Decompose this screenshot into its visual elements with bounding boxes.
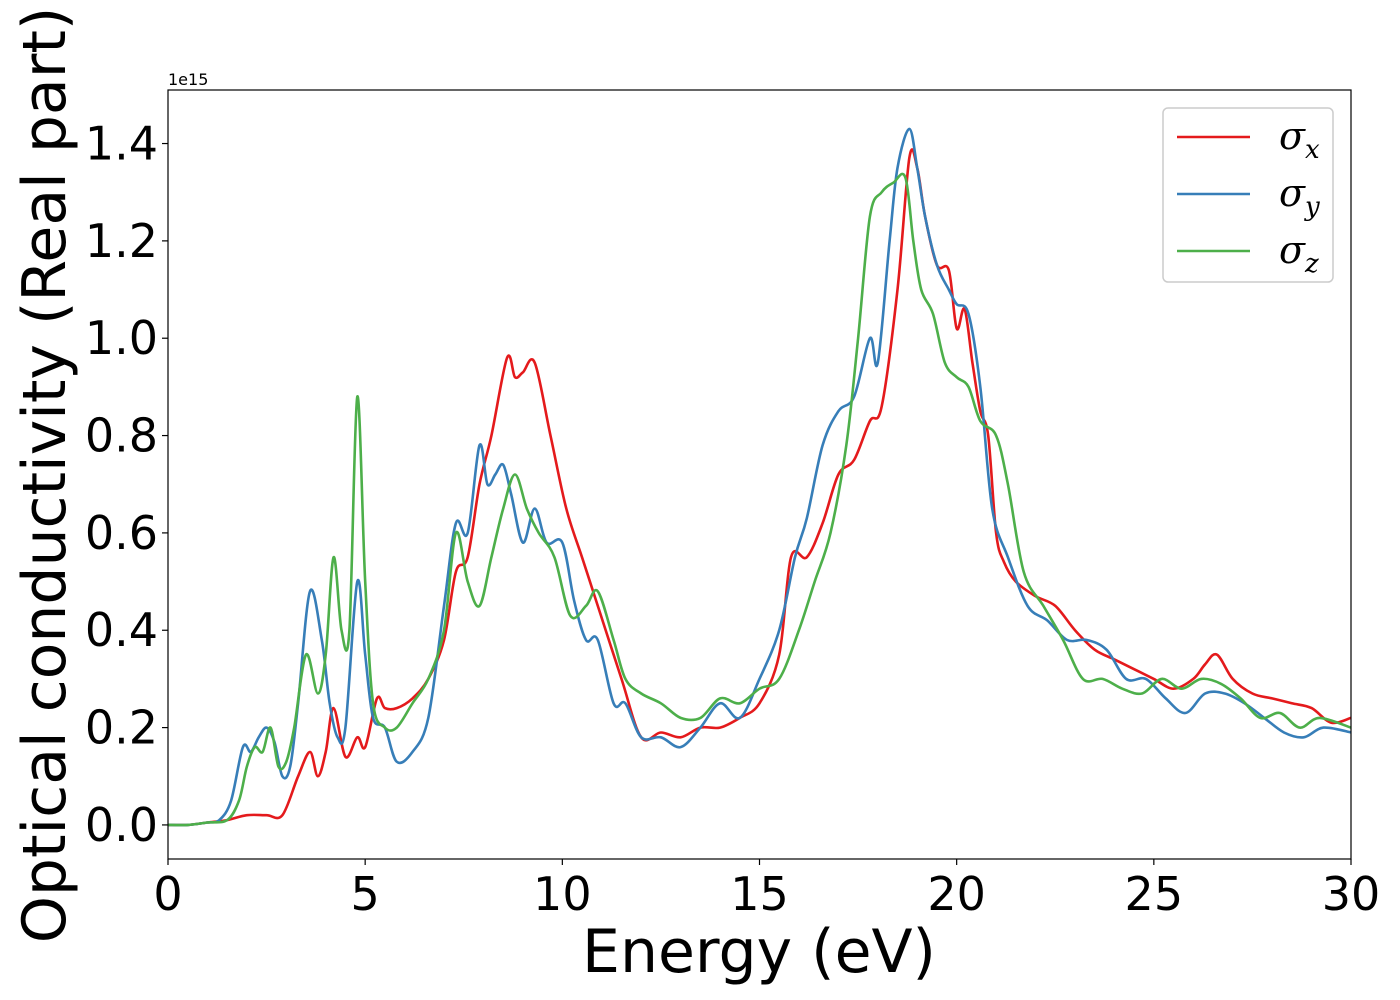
series-line-x bbox=[167, 148, 1352, 827]
y-offset-label: 1e15 bbox=[168, 70, 208, 89]
y-tick-label: 0.4 bbox=[85, 603, 158, 657]
y-tick-label: 1.4 bbox=[85, 117, 158, 171]
y-tick-label: 1.2 bbox=[85, 214, 158, 268]
x-tick-label: 15 bbox=[730, 867, 789, 921]
x-tick-label: 20 bbox=[927, 867, 986, 921]
x-tick-label: 0 bbox=[153, 867, 182, 921]
x-tick-label: 5 bbox=[351, 867, 380, 921]
y-tick-label: 0.6 bbox=[85, 506, 158, 560]
y-axis: 0.0 0.2 0.4 0.6 0.8 1.0 1.2 1.4 bbox=[85, 117, 168, 852]
y-tick-label: 0.0 bbox=[85, 798, 158, 852]
x-axis: 0 5 10 15 20 25 30 bbox=[153, 859, 1380, 921]
series-layer bbox=[167, 127, 1352, 827]
series-line-y bbox=[167, 127, 1352, 827]
y-tick-label: 1.0 bbox=[85, 311, 158, 365]
y-axis-label: Optical conductivity (Real part) bbox=[10, 7, 80, 944]
x-tick-label: 25 bbox=[1125, 867, 1184, 921]
plot-area-background bbox=[168, 90, 1351, 859]
y-tick-label: 0.2 bbox=[85, 701, 158, 755]
x-axis-label: Energy (eV) bbox=[582, 917, 936, 987]
series-line-z bbox=[167, 172, 1352, 827]
legend-label-y: σy bbox=[1279, 171, 1320, 222]
x-tick-label: 30 bbox=[1322, 867, 1381, 921]
y-tick-label: 0.8 bbox=[85, 409, 158, 463]
x-tick-label: 10 bbox=[533, 867, 592, 921]
